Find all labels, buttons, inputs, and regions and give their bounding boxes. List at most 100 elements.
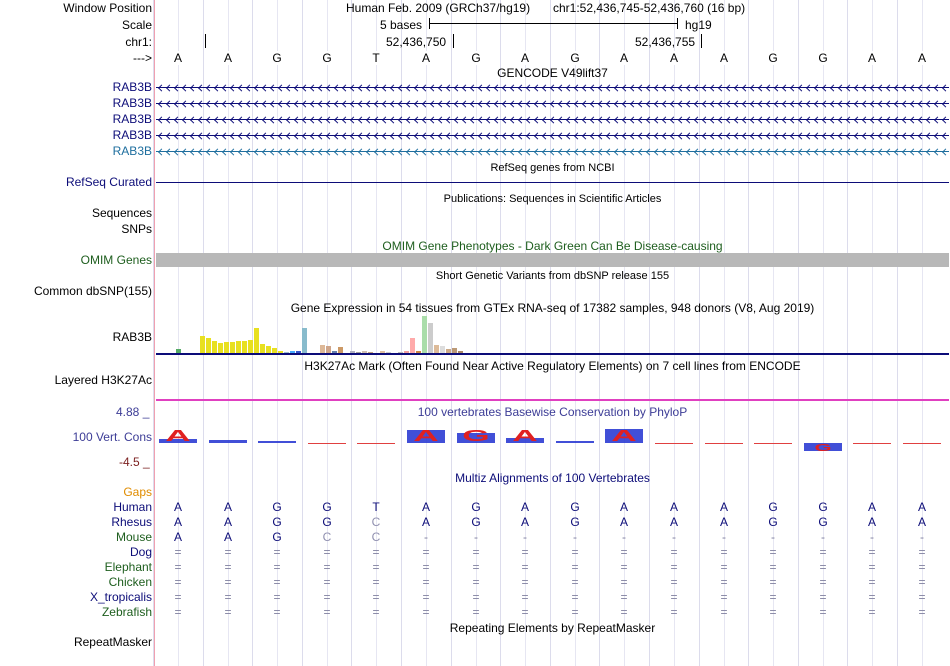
omim-gene-bar[interactable] <box>156 253 949 267</box>
phylop-bar[interactable] <box>457 433 495 443</box>
phylop-bar[interactable] <box>853 443 891 444</box>
multiz-base: = <box>422 560 430 574</box>
phylop-bar[interactable] <box>903 443 941 444</box>
strand-arrow-icon <box>166 148 174 156</box>
multiz-species-label[interactable]: X_tropicalis <box>89 590 152 604</box>
gtex-tissue-bar[interactable] <box>302 328 307 354</box>
gtex-tissue-bar[interactable] <box>200 336 205 354</box>
phylop-bar[interactable] <box>804 443 842 451</box>
gtex-tissue-bar[interactable] <box>338 347 343 354</box>
gtex-tissue-bar[interactable] <box>416 351 421 354</box>
refseq-gene-line[interactable] <box>156 182 949 183</box>
gtex-tissue-bar[interactable] <box>404 351 409 354</box>
gencode-gene-model[interactable] <box>156 99 949 108</box>
gtex-tissue-bar[interactable] <box>446 349 451 354</box>
strand-arrow-icon <box>822 148 830 156</box>
gtex-tissue-bar[interactable] <box>260 344 265 354</box>
phylop-label[interactable]: 100 Vert. Cons <box>72 430 152 444</box>
gtex-tissue-bar[interactable] <box>230 342 235 354</box>
multiz-species-label[interactable]: Zebrafish <box>101 605 152 619</box>
gtex-tissue-bar[interactable] <box>218 343 223 354</box>
phylop-bar[interactable] <box>556 441 594 443</box>
multiz-species-label[interactable]: Elephant <box>104 560 152 574</box>
phylop-bar[interactable] <box>258 441 296 443</box>
gtex-tissue-bar[interactable] <box>410 338 415 354</box>
guide-line <box>351 0 352 666</box>
gtex-tissue-bar[interactable] <box>452 348 457 354</box>
multiz-base: = <box>372 560 380 574</box>
gencode-gene-label[interactable]: RAB3B <box>112 144 152 158</box>
strand-arrow-icon <box>174 84 182 92</box>
gtex-tissue-bar[interactable] <box>332 351 337 354</box>
gtex-bar-chart[interactable] <box>156 316 949 354</box>
phylop-bar[interactable] <box>407 430 445 443</box>
phylop-bar[interactable] <box>357 443 395 444</box>
gtex-tissue-bar[interactable] <box>326 346 331 354</box>
gencode-gene-model[interactable] <box>156 115 949 124</box>
gtex-tissue-bar[interactable] <box>380 351 385 354</box>
strand-arrow-icon <box>838 100 846 108</box>
multiz-species-label[interactable]: Dog <box>129 545 152 559</box>
gencode-gene-label[interactable]: RAB3B <box>112 80 152 94</box>
h3k27ac-label[interactable]: Layered H3K27Ac <box>54 373 152 387</box>
scale-label: Scale <box>121 18 152 32</box>
gencode-gene-model[interactable] <box>156 147 949 156</box>
gtex-tissue-bar[interactable] <box>266 346 271 354</box>
gtex-tissue-bar[interactable] <box>350 351 355 354</box>
gtex-tissue-bar[interactable] <box>362 351 367 354</box>
strand-arrow-icon <box>166 84 174 92</box>
gtex-tissue-bar[interactable] <box>272 348 277 354</box>
publications-label-sequences[interactable]: Sequences <box>91 206 152 220</box>
strand-arrow-icon <box>374 116 382 124</box>
phylop-bar[interactable] <box>754 443 792 444</box>
gtex-tissue-bar[interactable] <box>176 349 181 354</box>
multiz-species-label[interactable]: Rhesus <box>111 515 152 529</box>
repeatmasker-label[interactable]: RepeatMasker <box>73 635 152 649</box>
multiz-base: = <box>819 560 827 574</box>
omim-label[interactable]: OMIM Genes <box>80 253 152 267</box>
strand-arrow-icon <box>622 132 630 140</box>
gtex-tissue-bar[interactable] <box>212 341 217 354</box>
publications-label-snps[interactable]: SNPs <box>121 222 152 236</box>
gtex-tissue-bar[interactable] <box>236 341 241 354</box>
gtex-tissue-bar[interactable] <box>458 351 463 354</box>
gencode-gene-label[interactable]: RAB3B <box>112 112 152 126</box>
phylop-bar[interactable] <box>506 438 544 443</box>
phylop-bar[interactable] <box>705 443 743 444</box>
phylop-bar[interactable] <box>308 443 346 444</box>
gtex-tissue-bar[interactable] <box>296 351 301 354</box>
multiz-base: = <box>273 605 281 619</box>
gtex-tissue-bar[interactable] <box>434 345 439 354</box>
strand-arrow-icon <box>590 148 598 156</box>
phylop-bar[interactable] <box>655 443 693 444</box>
gencode-gene-model[interactable] <box>156 83 949 92</box>
gtex-tissue-bar[interactable] <box>422 316 427 354</box>
gencode-gene-model[interactable] <box>156 131 949 140</box>
gtex-tissue-bar[interactable] <box>242 341 247 354</box>
dbsnp-label[interactable]: Common dbSNP(155) <box>33 284 152 298</box>
gtex-tissue-bar[interactable] <box>254 328 259 354</box>
strand-arrow-icon <box>854 148 862 156</box>
gtex-tissue-bar[interactable] <box>290 351 295 354</box>
gtex-tissue-bar[interactable] <box>248 340 253 354</box>
multiz-base: = <box>670 545 678 559</box>
gtex-label[interactable]: RAB3B <box>112 330 152 344</box>
multiz-species-label[interactable]: Human <box>113 500 152 514</box>
gencode-gene-label[interactable]: RAB3B <box>112 128 152 142</box>
gtex-tissue-bar[interactable] <box>440 346 445 354</box>
gtex-tissue-bar[interactable] <box>320 345 325 354</box>
phylop-bar[interactable] <box>209 440 247 443</box>
multiz-base: = <box>472 605 480 619</box>
gtex-tissue-bar[interactable] <box>278 351 283 354</box>
multiz-species-label[interactable]: Mouse <box>115 530 152 544</box>
refseq-label[interactable]: RefSeq Curated <box>65 175 152 189</box>
gtex-tissue-bar[interactable] <box>428 323 433 354</box>
phylop-bar[interactable] <box>159 439 197 443</box>
gtex-tissue-bar[interactable] <box>224 342 229 354</box>
strand-arrow-icon <box>782 84 790 92</box>
phylop-bar[interactable] <box>605 429 643 443</box>
gtex-tissue-bar[interactable] <box>206 338 211 354</box>
multiz-species-label[interactable]: Chicken <box>108 575 152 589</box>
gencode-gene-label[interactable]: RAB3B <box>112 96 152 110</box>
